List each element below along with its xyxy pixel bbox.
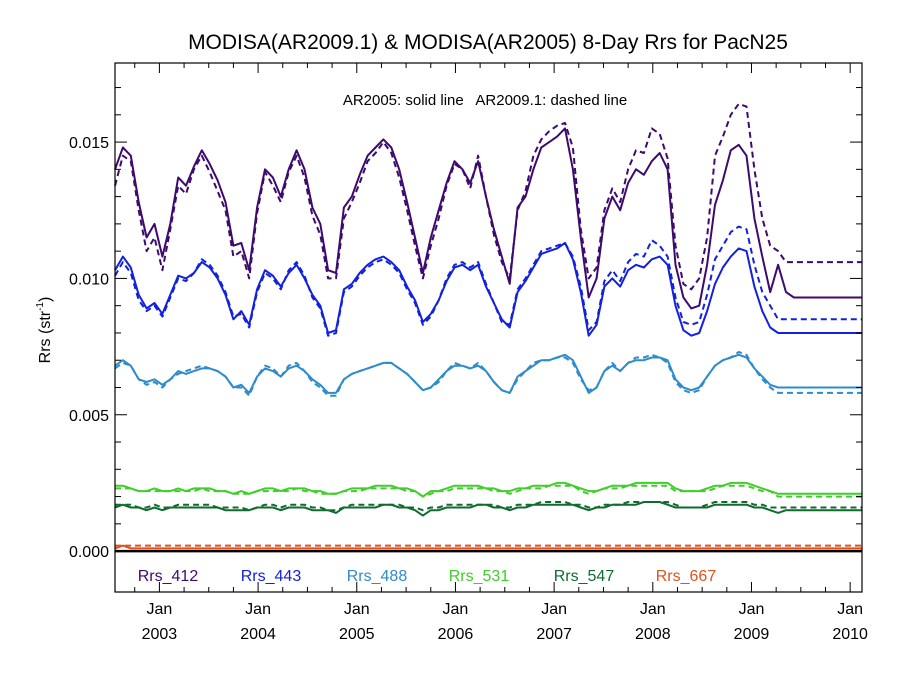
legend-label-rrs-531: Rrs_531	[449, 568, 510, 585]
x-tick-year-label: 2008	[635, 626, 671, 643]
legend-label-rrs-488: Rrs_488	[347, 568, 408, 585]
y-axis: 0.000 0.005 0.010 0.015	[69, 87, 862, 561]
line-style-note: AR2005: solid line AR2009.1: dashed line	[343, 92, 627, 109]
x-tick-year-label: 2010	[832, 626, 868, 643]
y-axis-label: Rrs (str-1)	[35, 297, 54, 364]
legend-label-rrs-443: Rrs_443	[241, 568, 302, 585]
x-tick-month-label: Jan	[640, 601, 666, 618]
y-tick-label: 0.005	[69, 408, 109, 425]
legend: Rrs_412 Rrs_443 Rrs_488 Rrs_531 Rrs_547 Rrs_6…	[138, 568, 717, 585]
x-tick-month-label: Jan	[739, 601, 765, 618]
y-tick-label: 0.015	[69, 135, 109, 152]
x-tick-month-label: Jan	[344, 601, 370, 618]
x-tick-month-label: Jan	[837, 601, 863, 618]
x-tick-month-label: Jan	[443, 601, 469, 618]
legend-label-rrs-412: Rrs_412	[138, 568, 199, 585]
rrs-412-ar2009-dashed-line	[114, 102, 862, 291]
rrs-412-ar2005-solid-line	[114, 127, 862, 310]
x-tick-month-label: Jan	[147, 601, 173, 618]
x-tick-year-label: 2006	[438, 626, 474, 643]
x-tick-year-label: 2003	[142, 626, 178, 643]
x-tick-month-label: Jan	[245, 601, 271, 618]
plot-area	[114, 102, 862, 553]
x-tick-year-label: 2009	[734, 626, 770, 643]
rrs-531-ar2009-dashed-line	[115, 484, 862, 498]
y-tick-label: 0.000	[69, 544, 109, 561]
chart-title: MODISA(AR2009.1) & MODISA(AR2005) 8-Day …	[188, 31, 788, 54]
rrs-547-ar2009-dashed-line	[115, 501, 862, 512]
x-tick-year-label: 2004	[240, 626, 276, 643]
rrs-443-ar2009-dashed-line	[114, 225, 862, 337]
x-tick-year-label: 2007	[536, 626, 572, 643]
rrs-531-ar2005-solid-line	[115, 481, 862, 498]
legend-label-rrs-667: Rrs_667	[656, 568, 717, 585]
rrs-667-ar2005-solid-line	[114, 544, 862, 550]
x-axis: Jan 2003 Jan 2004 Jan 2005 Jan 2006 Jan 2007 Jan 20…	[134, 63, 868, 643]
rrs-443-ar2005-solid-line	[114, 242, 862, 337]
y-tick-label: 0.010	[69, 271, 109, 288]
plot-frame	[114, 62, 863, 593]
x-tick-year-label: 2005	[339, 626, 375, 643]
legend-label-rrs-547: Rrs_547	[554, 568, 615, 585]
rrs-488-ar2005-solid-line	[114, 353, 862, 394]
rrs-547-ar2005-solid-line	[114, 501, 862, 517]
x-tick-month-label: Jan	[541, 601, 567, 618]
